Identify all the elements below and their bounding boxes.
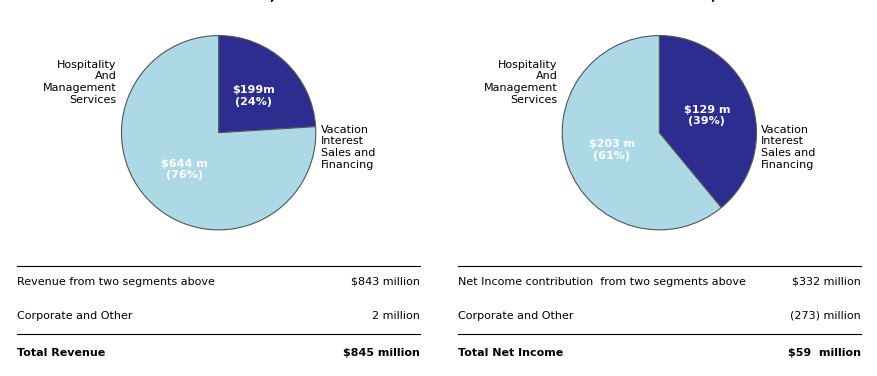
Text: $129 m
(39%): $129 m (39%) bbox=[683, 105, 730, 126]
Title: Segment Net Income for the Year
Ended December 31, 2014: Segment Net Income for the Year Ended De… bbox=[534, 0, 783, 3]
Title: Segment Revenue for the Year
Ended December 31, 2014: Segment Revenue for the Year Ended Decem… bbox=[104, 0, 332, 3]
Wedge shape bbox=[218, 36, 315, 133]
Text: $845 million: $845 million bbox=[343, 348, 419, 358]
Text: Hospitality
And
Management
Services: Hospitality And Management Services bbox=[483, 60, 557, 105]
Text: Vacation
Interest
Sales and
Financing: Vacation Interest Sales and Financing bbox=[760, 125, 815, 170]
Text: Total Revenue: Total Revenue bbox=[18, 348, 105, 358]
Text: $332 million: $332 million bbox=[791, 277, 859, 287]
Wedge shape bbox=[121, 36, 316, 230]
Text: Corporate and Other: Corporate and Other bbox=[458, 311, 573, 321]
Text: $843 million: $843 million bbox=[351, 277, 419, 287]
Text: $203 m
(61%): $203 m (61%) bbox=[588, 139, 634, 161]
Text: Corporate and Other: Corporate and Other bbox=[18, 311, 132, 321]
Text: Total Net Income: Total Net Income bbox=[458, 348, 562, 358]
Text: $199m
(24%): $199m (24%) bbox=[232, 85, 275, 107]
Wedge shape bbox=[561, 36, 721, 230]
Text: $644 m
(76%): $644 m (76%) bbox=[160, 159, 207, 180]
Text: Revenue from two segments above: Revenue from two segments above bbox=[18, 277, 215, 287]
Text: Net Income contribution  from two segments above: Net Income contribution from two segment… bbox=[458, 277, 745, 287]
Text: Vacation
Interest
Sales and
Financing: Vacation Interest Sales and Financing bbox=[320, 125, 374, 170]
Text: (273) million: (273) million bbox=[789, 311, 859, 321]
Text: $59  million: $59 million bbox=[787, 348, 859, 358]
Wedge shape bbox=[659, 36, 756, 208]
Text: 2 million: 2 million bbox=[372, 311, 419, 321]
Text: Hospitality
And
Management
Services: Hospitality And Management Services bbox=[43, 60, 117, 105]
